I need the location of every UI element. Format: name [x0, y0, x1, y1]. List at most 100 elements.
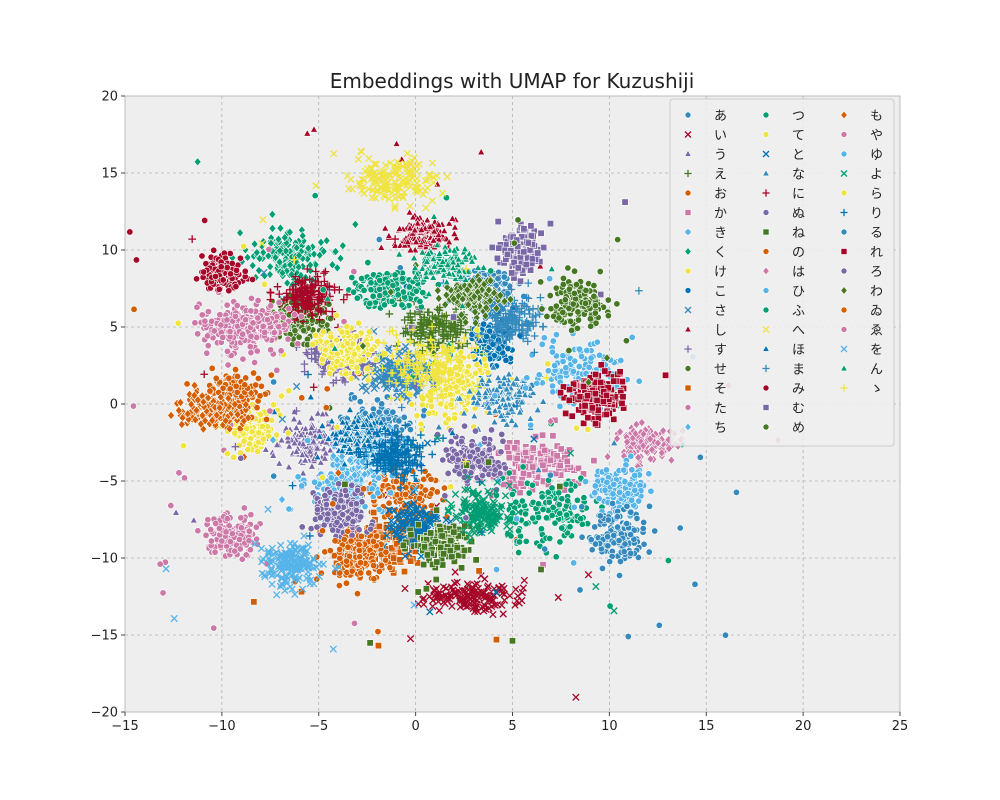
data-point [433, 558, 441, 566]
data-point [573, 496, 581, 504]
data-point [461, 586, 469, 595]
data-point [248, 428, 256, 436]
data-point [451, 568, 459, 576]
data-point [256, 392, 264, 400]
data-point [460, 600, 469, 609]
data-point [453, 578, 461, 586]
data-point [269, 451, 278, 459]
data-point [401, 584, 409, 593]
data-point [522, 537, 530, 545]
data-point [501, 464, 509, 472]
data-point [385, 499, 393, 507]
data-point [520, 576, 529, 585]
data-point [456, 603, 465, 611]
data-point [447, 483, 455, 491]
data-point [556, 462, 564, 470]
data-point [284, 462, 293, 471]
data-point [438, 312, 446, 320]
data-point [428, 602, 437, 611]
data-point [480, 320, 488, 328]
data-point [505, 454, 513, 462]
data-point [500, 590, 508, 598]
data-point [242, 374, 250, 382]
data-point [301, 456, 310, 464]
data-point [319, 474, 327, 482]
data-point [440, 484, 448, 492]
data-point [422, 585, 430, 593]
data-point [406, 426, 414, 434]
data-point [437, 544, 445, 552]
data-point [551, 362, 559, 370]
data-point [472, 369, 480, 377]
data-point [664, 557, 672, 565]
data-point [447, 537, 455, 545]
data-point [438, 320, 447, 329]
data-point [453, 544, 461, 552]
data-point [234, 372, 242, 380]
data-point [292, 423, 301, 431]
data-point [544, 360, 552, 368]
data-point [292, 447, 301, 455]
data-point [549, 432, 557, 440]
data-point [447, 319, 455, 328]
data-point [480, 588, 488, 596]
data-point [399, 541, 407, 549]
data-point [541, 446, 549, 454]
data-point [452, 588, 460, 597]
data-point [270, 378, 278, 386]
data-point [297, 430, 306, 439]
data-point [405, 283, 413, 291]
data-point [307, 413, 316, 422]
data-point [471, 427, 479, 435]
data-point [486, 327, 494, 335]
data-point [398, 275, 406, 283]
data-point [457, 321, 466, 330]
data-point [556, 402, 564, 410]
data-point [206, 387, 214, 395]
data-point [295, 333, 303, 341]
data-point [403, 327, 412, 336]
data-point [450, 322, 459, 331]
data-point [460, 546, 468, 554]
data-point [413, 412, 421, 420]
data-point [572, 424, 580, 432]
data-point [376, 276, 384, 284]
data-point [516, 489, 524, 497]
data-point [563, 457, 571, 465]
chart-title: Embeddings with UMAP for Kuzushiji [330, 69, 695, 93]
data-point [481, 602, 489, 610]
data-point [250, 369, 258, 377]
data-point [529, 463, 537, 471]
series-1 [358, 491, 593, 701]
data-point [488, 426, 496, 434]
data-point [593, 338, 601, 346]
data-point [552, 553, 560, 561]
data-point [562, 480, 570, 488]
data-point [479, 472, 487, 480]
data-point [469, 352, 477, 360]
data-point [419, 289, 427, 297]
data-point [351, 394, 359, 402]
data-point [400, 413, 408, 421]
data-point [439, 561, 447, 569]
data-point [440, 550, 448, 558]
data-point [437, 400, 445, 408]
data-point [557, 445, 565, 453]
data-point [191, 319, 199, 327]
data-point [270, 472, 278, 480]
data-point [494, 275, 502, 283]
data-point [487, 595, 496, 604]
data-point [567, 486, 575, 494]
data-point [255, 429, 263, 437]
data-point [404, 313, 413, 322]
data-point [438, 331, 447, 339]
data-point [291, 327, 299, 335]
data-point [258, 422, 266, 430]
data-point [563, 511, 571, 519]
data-point [210, 327, 218, 335]
data-point [431, 313, 440, 322]
data-point [445, 415, 453, 423]
data-point [555, 501, 563, 509]
data-point [457, 437, 465, 445]
data-point [257, 382, 265, 390]
